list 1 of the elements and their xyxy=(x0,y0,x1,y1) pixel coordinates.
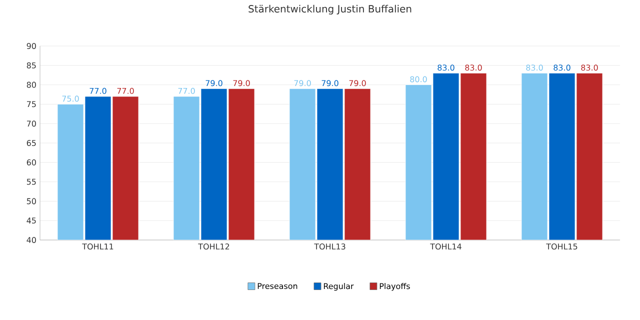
chart-title: Stärkentwicklung Justin Buffalien xyxy=(248,4,412,15)
